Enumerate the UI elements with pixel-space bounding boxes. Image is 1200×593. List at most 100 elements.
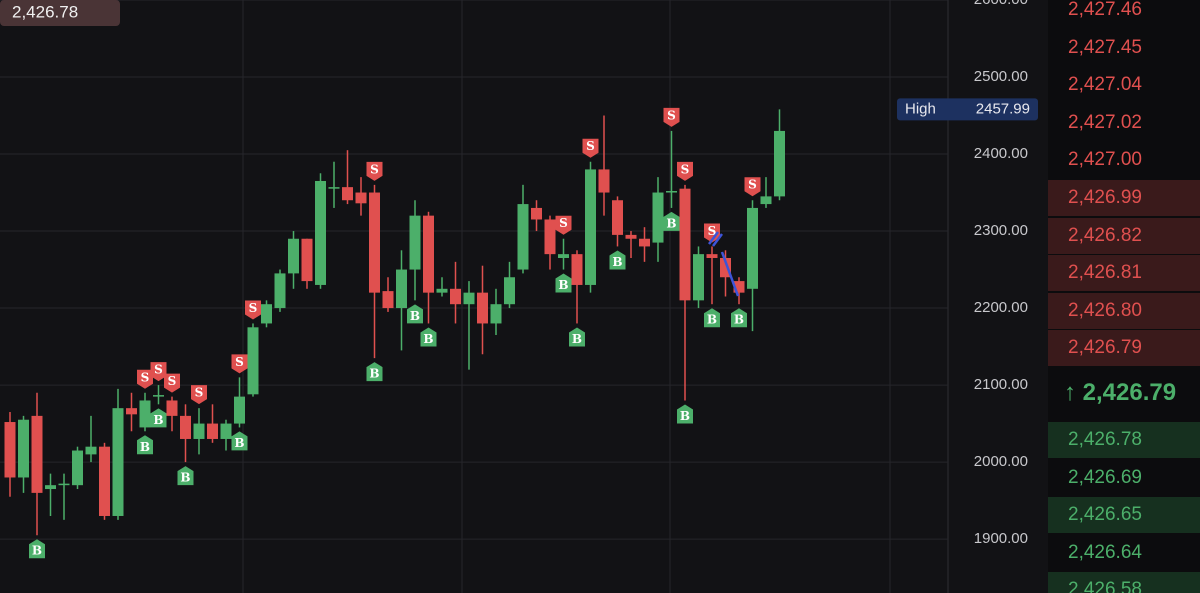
signal-label: B xyxy=(612,255,622,269)
signal-marker xyxy=(407,304,423,324)
ask-price: 2,427.04 xyxy=(1068,74,1142,96)
candle-body xyxy=(720,257,731,278)
candle-body xyxy=(679,188,691,301)
candle-body xyxy=(571,254,583,285)
signal-marker xyxy=(744,177,761,197)
signal-marker xyxy=(677,161,693,181)
candle-body xyxy=(598,169,610,193)
candle-body xyxy=(288,238,299,274)
candle-body xyxy=(247,327,259,395)
candle-body xyxy=(4,422,16,478)
signal-marker xyxy=(663,107,680,127)
candle-body xyxy=(153,395,164,397)
candle-body xyxy=(450,288,461,305)
signal-label: B xyxy=(140,440,150,454)
candle-body xyxy=(558,254,569,258)
candle-body xyxy=(504,277,515,305)
candle-body xyxy=(544,219,556,255)
signal-marker xyxy=(420,327,437,347)
signal-marker xyxy=(177,466,194,486)
signal-marker xyxy=(231,354,248,374)
candle-body xyxy=(666,190,677,193)
signal-label: B xyxy=(369,367,379,381)
y-tick-label: 2500.00 xyxy=(974,68,1028,85)
signal-label: B xyxy=(32,544,42,558)
signal-label: B xyxy=(410,309,420,323)
chart: 1900.00 2000.00 2100.00 2200.00 2300.00 2400.… xyxy=(0,0,1038,593)
signal-label: S xyxy=(748,178,757,192)
candle-body xyxy=(639,238,650,247)
candle-body xyxy=(112,408,124,516)
signal-label: B xyxy=(572,332,582,346)
candle-body xyxy=(72,450,83,486)
candle-body xyxy=(423,215,434,293)
candle-body xyxy=(463,292,475,305)
signal-marker xyxy=(191,385,207,405)
high-value: 2457.99 xyxy=(976,100,1030,117)
ask-price: 2,426.82 xyxy=(1048,217,1200,254)
signal-label: B xyxy=(558,278,568,292)
trend-drawing xyxy=(708,231,740,297)
candle-body xyxy=(733,281,745,293)
price-badge-bg xyxy=(0,0,120,26)
candle-body xyxy=(625,234,637,239)
signal-marker xyxy=(609,250,626,270)
signal-label: B xyxy=(180,471,190,485)
signal-marker xyxy=(731,308,747,328)
signal-label: S xyxy=(559,216,568,230)
order-book: 2,427.46 2,427.45 2,427.04 2,427.02 2,427.00… xyxy=(1048,0,1200,593)
candle-body xyxy=(409,215,421,270)
signal-label: S xyxy=(195,386,204,400)
candle-body xyxy=(99,446,110,516)
signal-marker xyxy=(366,161,383,181)
bid-price: 2,426.64 xyxy=(1068,541,1142,563)
signal-label: S xyxy=(249,301,258,315)
signal-marker xyxy=(555,215,572,235)
candle-body xyxy=(706,254,718,258)
candle-body xyxy=(315,180,326,285)
y-tick-label: 2300.00 xyxy=(974,222,1028,239)
candle-body xyxy=(396,269,407,309)
signal-label: S xyxy=(681,162,690,176)
signal-label: B xyxy=(423,332,433,346)
candle-body xyxy=(166,400,178,416)
signal-marker xyxy=(555,273,572,293)
grid xyxy=(242,0,949,593)
candle-body xyxy=(180,415,191,439)
candle-body xyxy=(261,304,272,324)
ask-price: 2,426.80 xyxy=(1048,292,1200,329)
candle-body xyxy=(382,291,394,309)
price-badge: 2,426.78 xyxy=(12,2,78,21)
signal-label: B xyxy=(666,216,676,230)
signal-label: S xyxy=(586,139,595,153)
signal-label: B xyxy=(153,413,163,427)
high-label-bg xyxy=(897,98,1038,121)
signal-marker xyxy=(137,435,153,455)
signal-label: B xyxy=(234,436,244,450)
candle-body xyxy=(31,415,43,493)
plot: 1900.00 2000.00 2100.00 2200.00 2300.00 2400.… xyxy=(0,0,1028,559)
signal-marker xyxy=(29,539,45,559)
ask-price: 2,426.81 xyxy=(1048,255,1200,292)
high-label: High xyxy=(905,100,936,117)
bid-price: 2,426.69 xyxy=(1068,466,1142,488)
candle-body xyxy=(126,408,137,415)
y-tick-label: 2200.00 xyxy=(974,299,1028,316)
candle-body xyxy=(355,192,367,204)
signal-label: S xyxy=(235,355,244,369)
candle-body xyxy=(436,288,448,293)
candle-body xyxy=(18,419,29,478)
signal-marker xyxy=(569,327,585,347)
signal-label: S xyxy=(141,370,150,384)
signal-marker xyxy=(704,308,720,328)
signal-label: S xyxy=(168,374,177,388)
last-price: ↑ 2,426.79 xyxy=(1064,379,1177,406)
ask-price: 2,427.00 xyxy=(1068,149,1142,171)
candle-body xyxy=(274,273,286,309)
candle-body xyxy=(585,169,596,285)
signal-label: B xyxy=(680,409,690,423)
ask-price: 2,427.46 xyxy=(1068,0,1142,20)
candle-body xyxy=(693,254,704,301)
